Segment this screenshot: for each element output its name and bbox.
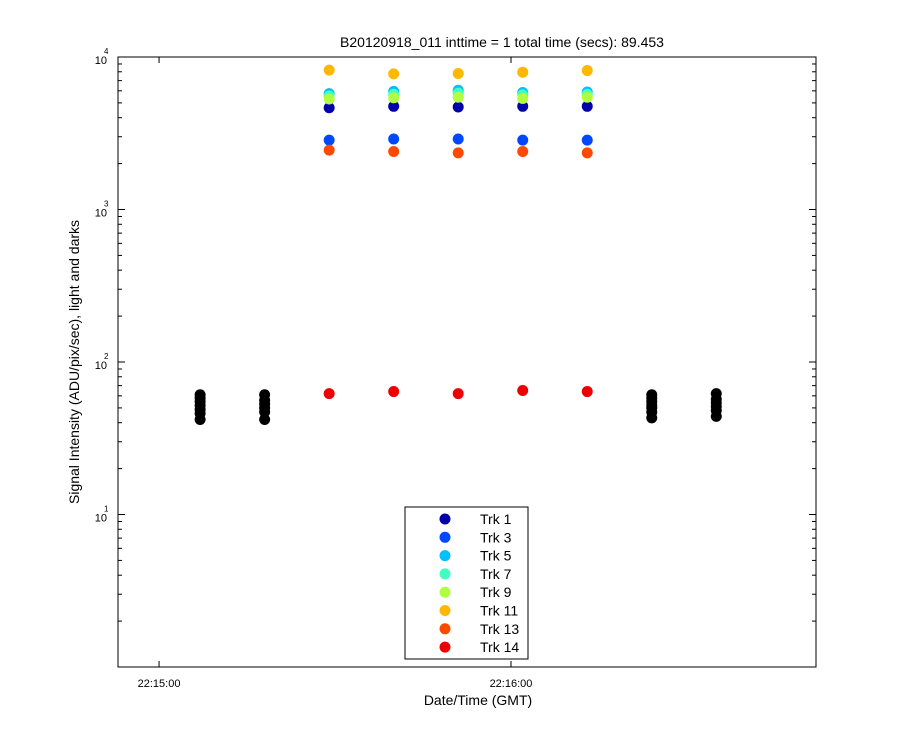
series-point: [517, 385, 529, 397]
series-point: [517, 66, 529, 78]
series-point: [388, 386, 400, 398]
series-point: [581, 147, 593, 159]
legend-box: [404, 506, 529, 660]
legend-label: Trk 13: [480, 621, 519, 637]
series-point: [452, 133, 464, 145]
y-tick-exponent: 1: [104, 505, 109, 514]
series-point: [452, 67, 464, 79]
series-point: [388, 133, 400, 145]
legend-label: Trk 3: [480, 529, 512, 545]
series-point: [323, 102, 335, 114]
y-tick-label: 10: [95, 208, 107, 220]
data-points: [194, 64, 722, 425]
legend-label: Trk 7: [480, 566, 512, 582]
dark-point: [259, 389, 271, 401]
series-point: [517, 100, 529, 112]
series-point: [581, 134, 593, 146]
series-point: [388, 92, 400, 104]
dark-point: [646, 389, 658, 401]
dark-point: [194, 389, 206, 401]
series-point: [323, 64, 335, 76]
series-point: [581, 100, 593, 112]
legend-marker: [439, 513, 451, 525]
y-tick-exponent: 3: [104, 200, 109, 209]
series-point: [581, 91, 593, 103]
x-axis-title: Date/Time (GMT): [424, 692, 532, 708]
series-point: [517, 134, 529, 146]
series-point: [581, 65, 593, 77]
series-point: [517, 92, 529, 104]
y-tick-exponent: 4: [104, 47, 109, 56]
series-point: [581, 386, 593, 398]
legend: Trk 1 Trk 3 Trk 5 Trk 7 Trk 9 Trk 11 Trk 13 Trk…: [404, 506, 529, 660]
series-point: [323, 134, 335, 146]
legend-label: Trk 14: [480, 639, 519, 655]
series-point: [452, 101, 464, 113]
legend-marker: [439, 605, 451, 616]
legend-label: Trk 5: [480, 548, 512, 564]
legend-marker: [439, 641, 451, 653]
series-point: [388, 146, 400, 158]
series-point: [517, 146, 529, 158]
y-tick-exponent: 2: [104, 352, 109, 361]
y-tick-label: 10: [95, 360, 107, 372]
legend-label: Trk 9: [480, 584, 512, 600]
y-axis-title: Signal Intensity (ADU/pix/sec), light an…: [66, 220, 82, 504]
chart-title: B20120918_011 inttime = 1 total time (se…: [340, 34, 664, 50]
dark-point: [710, 388, 722, 400]
x-tick-label: 22:16:00: [490, 678, 533, 690]
series-point: [323, 93, 335, 105]
series-point: [323, 144, 335, 156]
legend-marker: [439, 568, 451, 580]
series-point: [452, 147, 464, 159]
series-point: [388, 68, 400, 80]
y-tick-label: 10: [95, 55, 107, 67]
legend-marker: [439, 623, 451, 635]
series-point: [452, 91, 464, 103]
series-point: [452, 388, 464, 400]
legend-label: Trk 11: [480, 603, 518, 619]
series-point: [388, 100, 400, 112]
y-tick-label: 10: [95, 513, 107, 525]
legend-marker: [439, 531, 451, 543]
legend-marker: [439, 550, 451, 562]
legend-label: Trk 1: [480, 511, 512, 527]
x-tick-label: 22:15:00: [138, 678, 181, 690]
legend-marker: [439, 586, 451, 598]
axis-ticks: [118, 56, 816, 668]
series-point: [323, 388, 335, 400]
